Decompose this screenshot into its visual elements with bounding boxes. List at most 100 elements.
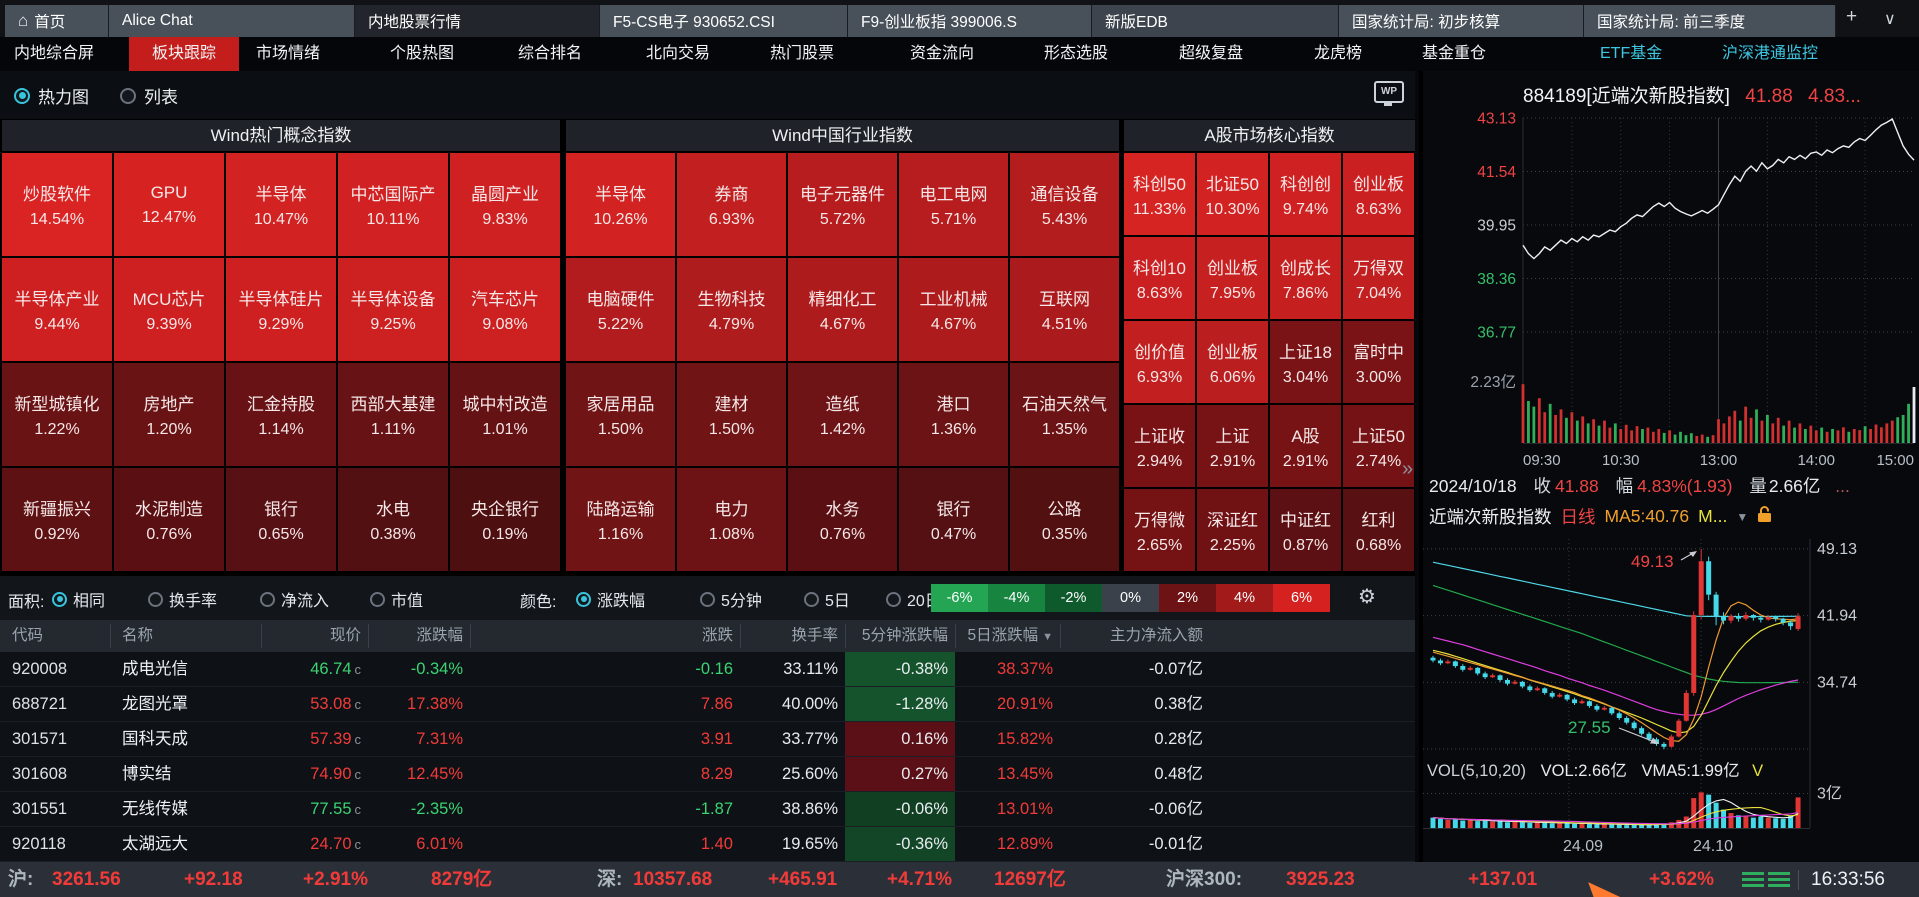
- tab-6[interactable]: 新版EDB: [1092, 5, 1339, 37]
- heatmap-tile-水电[interactable]: 水电 0.38%: [338, 468, 448, 571]
- heatmap-tile-半导体[interactable]: 半导体 10.26%: [566, 153, 675, 256]
- heatmap-tile-半导体设备[interactable]: 半导体设备 9.25%: [338, 258, 448, 361]
- heatmap-tile-银行[interactable]: 银行 0.65%: [226, 468, 336, 571]
- heatmap-tile-工业机械[interactable]: 工业机械 4.67%: [899, 258, 1008, 361]
- area-option-换手率[interactable]: 换手率: [148, 587, 217, 611]
- tab-7[interactable]: 国家统计局: 初步核算: [1339, 5, 1584, 37]
- heatmap-tile-造纸[interactable]: 造纸 1.42%: [788, 363, 897, 466]
- heatmap-tile-互联网[interactable]: 互联网 4.51%: [1010, 258, 1119, 361]
- nav-item-综合排名[interactable]: 综合排名: [518, 37, 582, 71]
- view-option-列表[interactable]: 列表: [120, 83, 178, 108]
- heatmap-tile-创业板[interactable]: 创业板 7.95%: [1197, 237, 1268, 319]
- list-view-icon[interactable]: [1742, 872, 1764, 887]
- heatmap-tile-创价值[interactable]: 创价值 6.93%: [1124, 321, 1195, 403]
- column-header-5日涨跌幅[interactable]: 5日涨跌幅 ▼: [955, 620, 1060, 652]
- nav-item-内地综合屏[interactable]: 内地综合屏: [14, 37, 94, 71]
- heatmap-tile-券商[interactable]: 券商 6.93%: [677, 153, 786, 256]
- heatmap-tile-MCU芯片[interactable]: MCU芯片 9.39%: [114, 258, 224, 361]
- column-header-换手率[interactable]: 换手率: [740, 620, 845, 652]
- heatmap-tile-A股[interactable]: A股 2.91%: [1270, 405, 1341, 487]
- area-option-相同[interactable]: 相同: [52, 587, 105, 611]
- heatmap-tile-半导体[interactable]: 半导体 10.47%: [226, 153, 336, 256]
- tab-2[interactable]: Alice Chat: [109, 5, 355, 37]
- nav-item-热门股票[interactable]: 热门股票: [770, 37, 834, 71]
- heatmap-tile-半导体硅片[interactable]: 半导体硅片 9.29%: [226, 258, 336, 361]
- heatmap-tile-科创10[interactable]: 科创10 8.63%: [1124, 237, 1195, 319]
- column-header-名称[interactable]: 名称: [110, 620, 261, 652]
- tab-4[interactable]: F5-CS电子 930652.CSI: [600, 5, 848, 37]
- column-header-涨跌[interactable]: 涨跌: [470, 620, 740, 652]
- table-row[interactable]: 920118 太湖远大 24.70 c 6.01% 1.40 19.65% -0.36% 12.…: [0, 827, 1415, 862]
- heatmap-tile-炒股软件[interactable]: 炒股软件 14.54%: [2, 153, 112, 256]
- table-row[interactable]: 301571 国科天成 57.39 c 7.31% 3.91 33.77% 0.16% 15.8…: [0, 722, 1415, 757]
- heatmap-tile-电子元器件[interactable]: 电子元器件 5.72%: [788, 153, 897, 256]
- heatmap-tile-家居用品[interactable]: 家居用品 1.50%: [566, 363, 675, 466]
- heatmap-tile-北证50[interactable]: 北证50 10.30%: [1197, 153, 1268, 235]
- table-row[interactable]: 688721 龙图光罩 53.08 c 17.38% 7.86 40.00% -1.28% 20…: [0, 687, 1415, 722]
- color-option-涨跌幅[interactable]: 涨跌幅: [576, 587, 645, 611]
- heatmap-tile-创成长[interactable]: 创成长 7.86%: [1270, 237, 1341, 319]
- nav-item-基金重仓[interactable]: 基金重仓: [1422, 37, 1486, 71]
- heatmap-tile-上证收[interactable]: 上证收 2.94%: [1124, 405, 1195, 487]
- heatmap-tile-石油天然气[interactable]: 石油天然气 1.35%: [1010, 363, 1119, 466]
- heatmap-tile-红利[interactable]: 红利 0.68%: [1343, 489, 1414, 571]
- heatmap-tile-陆路运输[interactable]: 陆路运输 1.16%: [566, 468, 675, 571]
- heatmap-tile-富时中[interactable]: 富时中 3.00%: [1343, 321, 1414, 403]
- table-row[interactable]: 920008 成电光信 46.74 c -0.34% -0.16 33.11% -0.38% 3…: [0, 652, 1415, 687]
- heatmap-tile-上证18[interactable]: 上证18 3.04%: [1270, 321, 1341, 403]
- heatmap-tile-半导体产业[interactable]: 半导体产业 9.44%: [2, 258, 112, 361]
- color-option-5日[interactable]: 5日: [804, 587, 850, 611]
- wp-window-icon[interactable]: WP: [1374, 81, 1404, 106]
- heatmap-tile-房地产[interactable]: 房地产 1.20%: [114, 363, 224, 466]
- heatmap-tile-上证[interactable]: 上证 2.91%: [1197, 405, 1268, 487]
- heatmap-tile-水泥制造[interactable]: 水泥制造 0.76%: [114, 468, 224, 571]
- heatmap-tile-科创创[interactable]: 科创创 9.74%: [1270, 153, 1341, 235]
- nav-item-沪深港通监控[interactable]: 沪深港通监控: [1722, 37, 1818, 71]
- heatmap-tile-银行[interactable]: 银行 0.47%: [899, 468, 1008, 571]
- heatmap-tile-港口[interactable]: 港口 1.36%: [899, 363, 1008, 466]
- area-option-净流入[interactable]: 净流入: [260, 587, 329, 611]
- heatmap-tile-创业板[interactable]: 创业板 6.06%: [1197, 321, 1268, 403]
- heatmap-tile-城中村改造[interactable]: 城中村改造 1.01%: [450, 363, 560, 466]
- heatmap-tile-精细化工[interactable]: 精细化工 4.67%: [788, 258, 897, 361]
- heatmap-tile-万得双[interactable]: 万得双 7.04%: [1343, 237, 1414, 319]
- table-row[interactable]: 301608 博实结 74.90 c 12.45% 8.29 25.60% 0.27% 13.4…: [0, 757, 1415, 792]
- dropdown-arrow-icon[interactable]: ▼: [1736, 509, 1749, 524]
- column-header-主力净流入额[interactable]: 主力净流入额: [1060, 620, 1210, 652]
- column-header-现价[interactable]: 现价: [261, 620, 368, 652]
- heatmap-tile-新疆振兴[interactable]: 新疆振兴 0.92%: [2, 468, 112, 571]
- heatmap-tile-晶圆产业[interactable]: 晶圆产业 9.83%: [450, 153, 560, 256]
- table-row[interactable]: 301551 无线传媒 77.55 c -2.35% -1.87 38.86% -0.06% 1…: [0, 792, 1415, 827]
- tab-list-collapse-icon[interactable]: ∨: [1884, 11, 1896, 28]
- heatmap-tile-央企银行[interactable]: 央企银行 0.19%: [450, 468, 560, 571]
- heatmap-tile-西部大基建[interactable]: 西部大基建 1.11%: [338, 363, 448, 466]
- heatmap-tile-深证红[interactable]: 深证红 2.25%: [1197, 489, 1268, 571]
- heatmap-tile-电力[interactable]: 电力 1.08%: [677, 468, 786, 571]
- heatmap-tile-汇金持股[interactable]: 汇金持股 1.14%: [226, 363, 336, 466]
- heatmap-tile-公路[interactable]: 公路 0.35%: [1010, 468, 1119, 571]
- nav-item-板块跟踪[interactable]: 板块跟踪: [129, 37, 239, 71]
- heatmap-tile-科创50[interactable]: 科创50 11.33%: [1124, 153, 1195, 235]
- nav-item-北向交易[interactable]: 北向交易: [646, 37, 710, 71]
- heatmap-tile-生物科技[interactable]: 生物科技 4.79%: [677, 258, 786, 361]
- tab-1[interactable]: ⌂ 首页: [5, 5, 109, 37]
- nav-item-龙虎榜[interactable]: 龙虎榜: [1314, 37, 1362, 71]
- heatmap-tile-万得微[interactable]: 万得微 2.65%: [1124, 489, 1195, 571]
- panel-expander[interactable]: »: [1402, 458, 1414, 480]
- settings-gear-icon[interactable]: ⚙: [1358, 586, 1376, 608]
- heatmap-tile-通信设备[interactable]: 通信设备 5.43%: [1010, 153, 1119, 256]
- heatmap-tile-中芯国际产[interactable]: 中芯国际产 10.11%: [338, 153, 448, 256]
- nav-item-资金流向[interactable]: 资金流向: [910, 37, 974, 71]
- tab-5[interactable]: F9-创业板指 399006.S: [848, 5, 1092, 37]
- heatmap-tile-电工电网[interactable]: 电工电网 5.71%: [899, 153, 1008, 256]
- column-header-涨跌幅[interactable]: 涨跌幅: [368, 620, 470, 652]
- kline-period[interactable]: 日线: [1560, 507, 1596, 527]
- heatmap-tile-上证50[interactable]: 上证50 2.74%: [1343, 405, 1414, 487]
- nav-item-ETF基金[interactable]: ETF基金: [1600, 37, 1662, 71]
- heatmap-tile-新型城镇化[interactable]: 新型城镇化 1.22%: [2, 363, 112, 466]
- column-header-5分钟涨跌幅[interactable]: 5分钟涨跌幅: [845, 620, 955, 652]
- list-view-icon-2[interactable]: [1768, 872, 1790, 887]
- nav-item-个股热图[interactable]: 个股热图: [390, 37, 454, 71]
- heatmap-tile-汽车芯片[interactable]: 汽车芯片 9.08%: [450, 258, 560, 361]
- tab-3[interactable]: 内地股票行情: [355, 5, 600, 37]
